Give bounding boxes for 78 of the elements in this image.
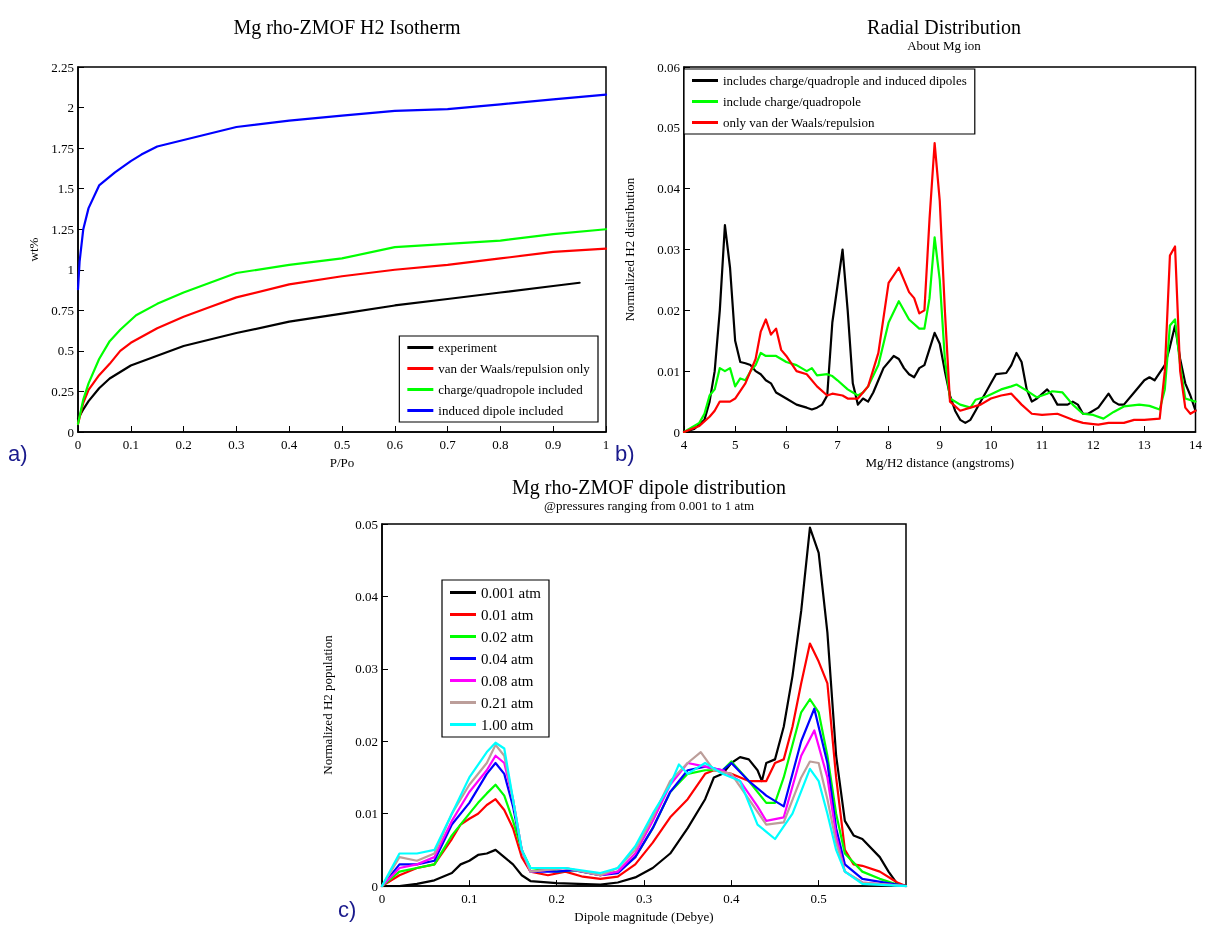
chart-title: Radial Distribution	[867, 16, 1021, 38]
y-axis-title: Normalized H2 distribution	[622, 177, 637, 322]
legend-label: induced dipole included	[438, 403, 564, 418]
chart-title: Mg rho-ZMOF H2 Isotherm	[233, 16, 462, 39]
text: a)	[8, 440, 28, 466]
x-tick-label: 0.5	[333, 437, 351, 452]
x-tick-label: 0.7	[439, 437, 457, 452]
y-tick-label: 1.25	[51, 221, 74, 237]
x-tick-label: 7	[834, 437, 842, 452]
x-tick-label: 12	[1086, 437, 1100, 452]
x-tick-label: 5	[731, 437, 739, 452]
y-axis-title: Normalized H2 population	[320, 634, 335, 775]
y-tick-label: 0.02	[355, 733, 378, 749]
y-tick-label: 1	[67, 262, 74, 278]
legend-label: experiment	[438, 340, 498, 355]
y-tick-label: 0.25	[51, 383, 74, 399]
x-tick-label: 0.9	[545, 437, 562, 452]
x-tick-label: 0.1	[122, 437, 139, 452]
legend-label: charge/quadropole included	[438, 382, 584, 397]
x-tick-label: 0.3	[635, 891, 653, 907]
y-tick-label: 0.03	[657, 242, 680, 257]
legend-label: only van der Waals/repulsion	[723, 115, 875, 130]
y-tick-label: 0.05	[355, 516, 378, 532]
legend-label: 0.21 atm	[481, 694, 534, 711]
legend-label: 0.01 atm	[481, 606, 534, 623]
x-tick-label: 1	[602, 437, 610, 452]
legend-label: 0.04 atm	[481, 650, 534, 667]
legend-label: 0.001 atm	[481, 584, 542, 601]
y-tick-label: 0	[673, 424, 680, 440]
chart-subtitle: About Mg ion	[907, 38, 982, 53]
y-tick-label: 0.01	[657, 363, 680, 379]
chart-subtitle: @pressures ranging from 0.001 to 1 atm	[543, 498, 755, 513]
y-tick-label: 0.5	[57, 343, 74, 359]
legend-label: 1.00 atm	[481, 716, 534, 733]
legend-label: 0.02 atm	[481, 628, 534, 645]
text: c)	[338, 896, 357, 922]
x-tick-label: 0.2	[175, 437, 192, 452]
x-tick-label: 0.3	[228, 437, 245, 452]
y-tick-label: 1.5	[57, 181, 74, 197]
x-tick-label: 14	[1189, 437, 1203, 452]
x-tick-label: 11	[1035, 437, 1049, 452]
y-tick-label: 0.04	[657, 181, 681, 197]
x-tick-label: 0.1	[461, 891, 478, 907]
x-tick-label: 9	[936, 437, 943, 452]
y-tick-label: 0.03	[355, 661, 378, 677]
chart-title: Mg rho-ZMOF dipole distribution	[512, 476, 786, 499]
x-tick-label: 4	[680, 437, 688, 452]
text: b)	[615, 440, 635, 466]
legend-label: 0.08 atm	[481, 672, 534, 689]
x-tick-label: 13	[1137, 437, 1151, 452]
y-tick-label: 0.02	[657, 302, 680, 318]
y-tick-label: 0.06	[657, 59, 681, 75]
line-series	[76, 93, 608, 291]
x-tick-label: 0.4	[723, 891, 740, 907]
y-tick-label: 0	[67, 424, 74, 440]
x-tick-label: 8	[885, 437, 892, 452]
y-tick-label: 0.01	[355, 806, 378, 822]
x-tick-label: 10	[984, 437, 998, 452]
y-tick-label: 2.25	[51, 59, 74, 75]
x-tick-label: 0.2	[548, 891, 565, 907]
y-tick-label: 0	[371, 878, 378, 894]
legend-label: includes charge/quadrople and induced dipoles	[723, 73, 967, 88]
x-axis-title: Mg/H2 distance (angstroms)	[865, 454, 1015, 470]
y-tick-label: 1.75	[51, 140, 74, 156]
legend-label: include charge/quadropole	[723, 94, 862, 109]
x-tick-label: 0.8	[492, 437, 509, 452]
x-axis-title: Dipole magnitude (Debye)	[574, 909, 714, 924]
y-axis-title: wt%	[26, 237, 41, 262]
y-tick-label: 0.75	[51, 302, 74, 318]
y-tick-label: 0.04	[355, 588, 379, 604]
x-tick-label: 0.4	[281, 437, 298, 452]
x-tick-label: 0.6	[386, 437, 404, 452]
x-tick-label: 6	[783, 437, 791, 452]
x-tick-label: 0.5	[810, 891, 827, 907]
y-tick-label: 0.05	[657, 120, 680, 136]
y-tick-label: 2	[67, 100, 74, 116]
x-axis-title: P/Po	[329, 454, 355, 470]
legend-label: van der Waals/repulsion only	[438, 361, 591, 376]
